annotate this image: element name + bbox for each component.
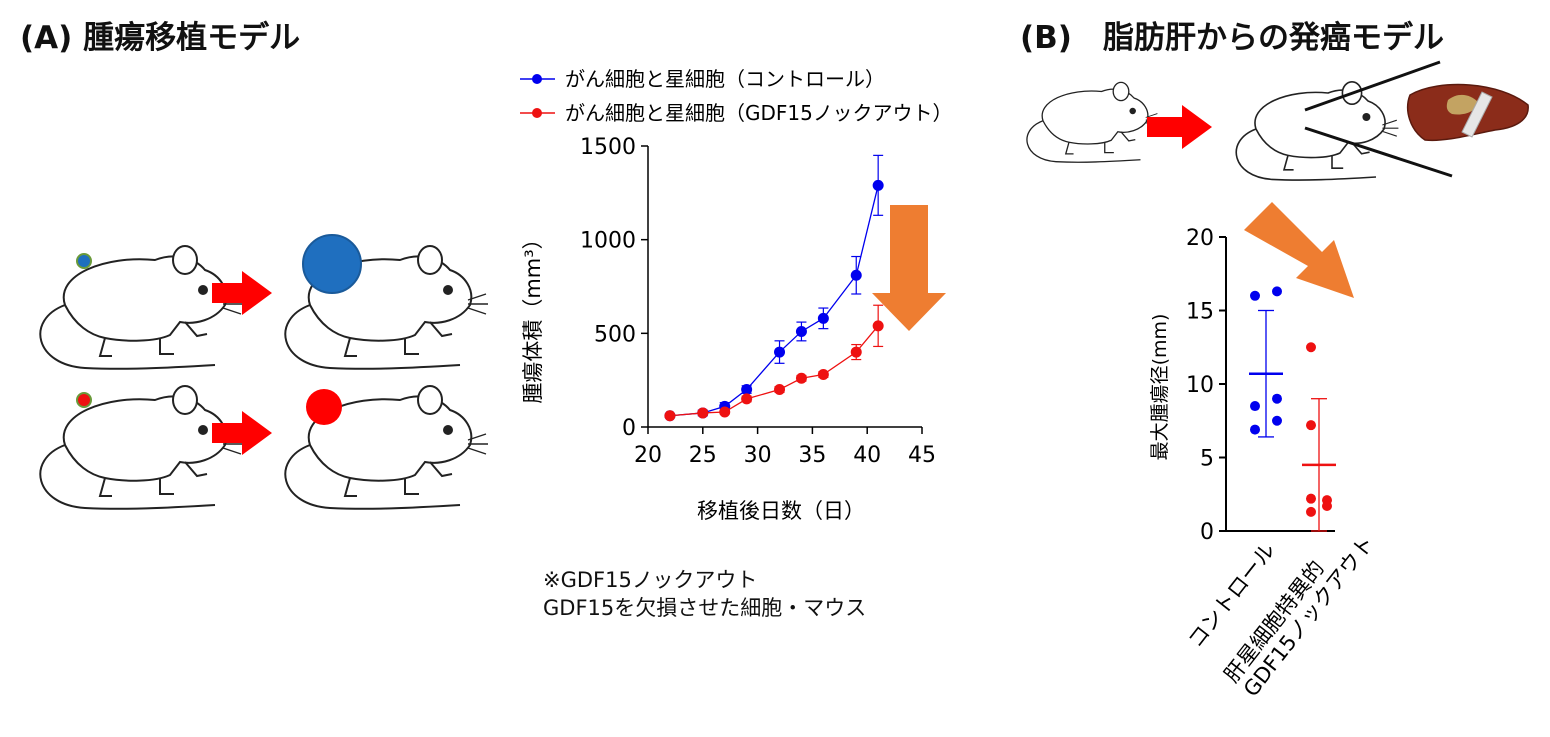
- point-control: [774, 346, 786, 358]
- point-knockout: [664, 410, 676, 422]
- x-tick-label: 35: [798, 443, 826, 468]
- y-tick-label: 500: [594, 322, 636, 347]
- x-tick-label: 25: [689, 443, 717, 468]
- point-control: [1272, 393, 1282, 404]
- panel-a-title: (A) 腫瘍移植モデル: [20, 20, 301, 56]
- legend-label-knockout: がん細胞と星細胞（GDF15ノックアウト）: [565, 101, 952, 125]
- y-tick-label: 0: [1200, 520, 1214, 545]
- point-control: [741, 384, 753, 396]
- y-axis-label: 腫瘍体積（mm³）: [521, 228, 545, 403]
- point-control: [1250, 290, 1260, 301]
- point-knockout: [1306, 493, 1316, 504]
- note-line-1: ※GDF15ノックアウト: [543, 568, 758, 592]
- legend-label-control: がん細胞と星細胞（コントロール）: [565, 67, 885, 91]
- point-control: [795, 325, 807, 337]
- small-tumor-icon: [76, 392, 92, 408]
- point-knockout: [850, 346, 862, 358]
- note-line-2: GDF15を欠損させた細胞・マウス: [543, 596, 867, 620]
- point-knockout: [1322, 501, 1332, 512]
- point-knockout: [1306, 420, 1316, 431]
- point-knockout: [697, 407, 709, 419]
- y-axis-label: 最大腫瘍径(mm): [1149, 314, 1171, 461]
- point-knockout: [817, 369, 829, 381]
- x-tick-label: 45: [908, 443, 936, 468]
- point-knockout: [1306, 342, 1316, 353]
- down-arrow-icon: [872, 205, 946, 331]
- small-tumor-icon: [76, 253, 92, 269]
- tumor-volume-chart: がん細胞と星細胞（コントロール） がん細胞と星細胞（GDF15ノックアウト） 0…: [520, 67, 952, 523]
- red-arrow-icon: [1147, 105, 1212, 149]
- point-knockout: [774, 384, 786, 396]
- x-tick-label: 20: [634, 443, 662, 468]
- x-tick-label: 30: [744, 443, 772, 468]
- y-tick-label: 1000: [580, 229, 636, 254]
- y-tick-label: 5: [1200, 447, 1214, 472]
- y-tick-label: 20: [1186, 226, 1214, 251]
- y-tick-label: 10: [1186, 373, 1214, 398]
- point-control: [817, 312, 829, 324]
- large-tumor-icon: [302, 234, 362, 294]
- chart-a-legend: がん細胞と星細胞（コントロール） がん細胞と星細胞（GDF15ノックアウト）: [520, 67, 952, 125]
- point-knockout: [719, 406, 731, 418]
- point-knockout: [741, 393, 753, 405]
- red-arrow-icon: [212, 411, 272, 455]
- point-knockout: [872, 320, 884, 332]
- x-tick-label: 40: [853, 443, 881, 468]
- y-tick-label: 0: [622, 416, 636, 441]
- point-control: [850, 269, 862, 281]
- point-control: [1272, 415, 1282, 426]
- y-tick-label: 15: [1186, 300, 1214, 325]
- legend-marker-knockout: [532, 108, 542, 118]
- x-axis-label: 移植後日数（日）: [697, 499, 865, 523]
- point-control: [1250, 424, 1260, 435]
- red-arrow-icon: [212, 271, 272, 315]
- y-tick-label: 1500: [580, 135, 636, 160]
- point-control: [872, 179, 884, 191]
- medium-tumor-icon: [306, 389, 342, 425]
- diagonal-arrow-icon: [1244, 202, 1354, 298]
- point-knockout: [795, 372, 807, 384]
- point-control: [1272, 286, 1282, 297]
- panel-b-title: (B) 脂肪肝からの発癌モデル: [1020, 20, 1444, 56]
- legend-marker-control: [532, 74, 542, 84]
- point-knockout: [1306, 506, 1316, 517]
- point-control: [1250, 401, 1260, 412]
